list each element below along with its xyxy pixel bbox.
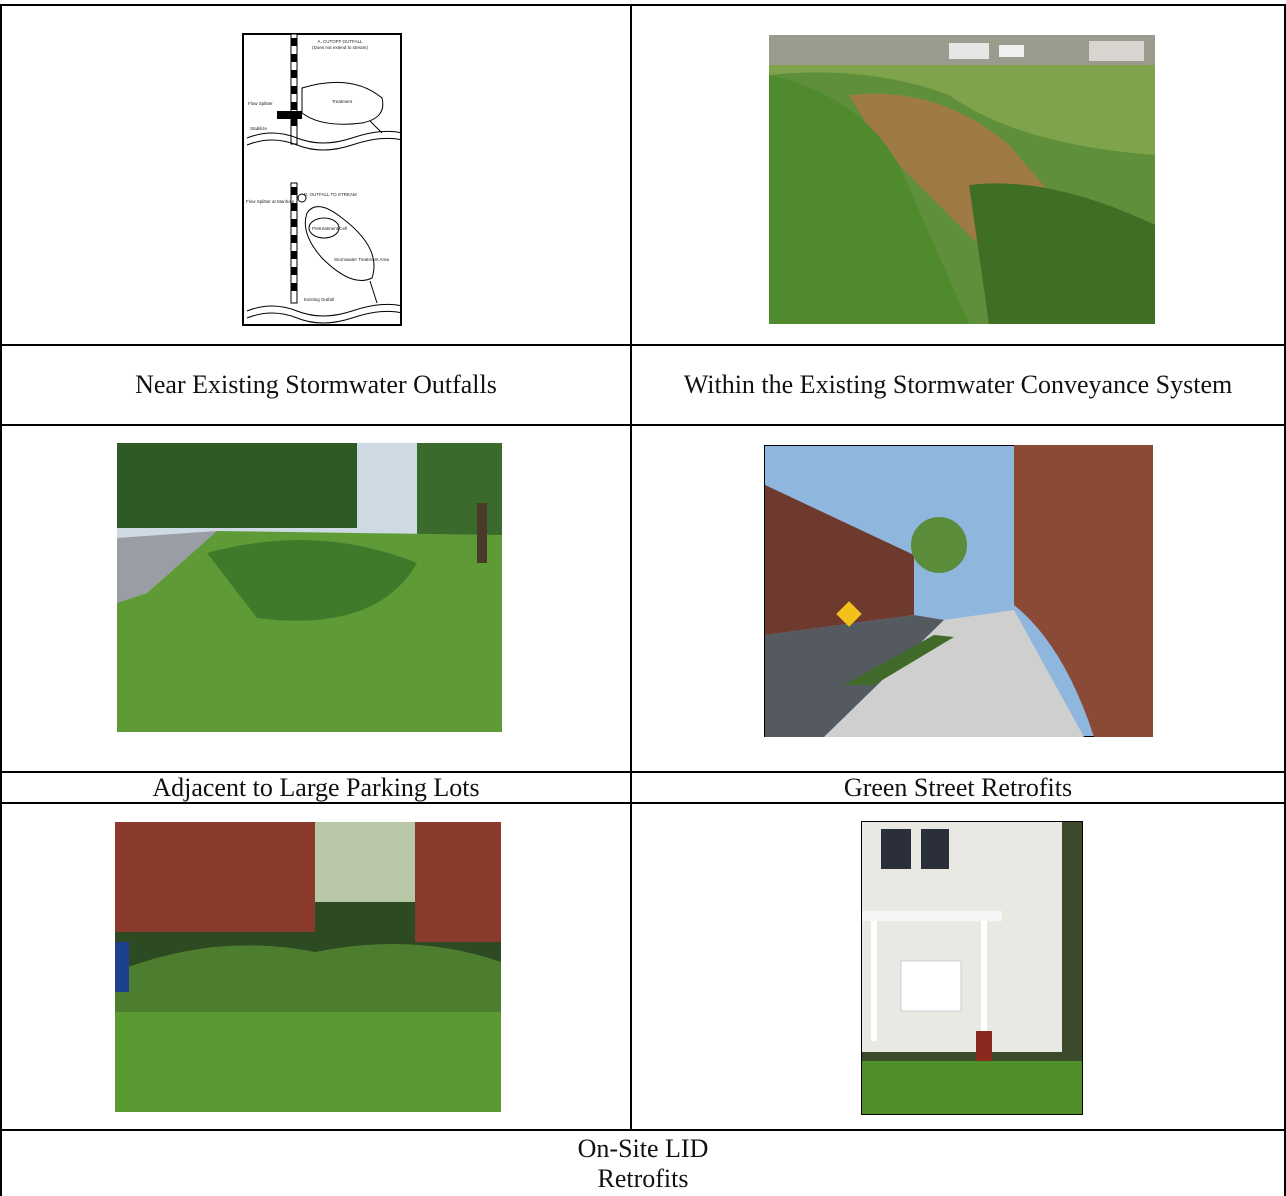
diagram-label: Existing Outfall [304,297,334,302]
caption: Near Existing Stormwater Outfalls [2,346,630,424]
diagram-label: Flow Splitter at Manhole [246,199,295,204]
diagram-label: Treatment [332,99,353,104]
caption: Adjacent to Large Parking Lots [2,773,630,802]
photo-green-street [764,445,1153,737]
diagram-label: Flow Splitter [248,101,273,106]
border [0,4,2,1196]
border [0,4,1286,6]
page: A. CUTOFF OUTFALL (Does not extend to st… [0,0,1286,1196]
diagram-label: Stormwater Treatment Area [334,257,390,262]
diagram-label: (Does not extend to stream) [312,45,368,50]
caption: On-Site LID Retrofits [2,1131,1284,1196]
photo-house [861,821,1083,1115]
caption: Green Street Retrofits [632,773,1284,802]
border [0,424,1286,426]
photo-rain-garden [115,822,501,1112]
caption: Within the Existing Stormwater Conveyanc… [632,346,1284,424]
outfall-diagram: A. CUTOFF OUTFALL (Does not extend to st… [242,33,402,326]
diagram-label: Stabilize [250,126,268,131]
border [630,4,632,1130]
photo-parking [117,443,502,732]
diagram-label: B. OUTFALL TO STREAM [304,192,357,197]
diagram-label: A. CUTOFF OUTFALL [318,39,363,44]
diagram-label: Pretreatment Cell [312,226,347,231]
photo-swale [769,35,1155,324]
